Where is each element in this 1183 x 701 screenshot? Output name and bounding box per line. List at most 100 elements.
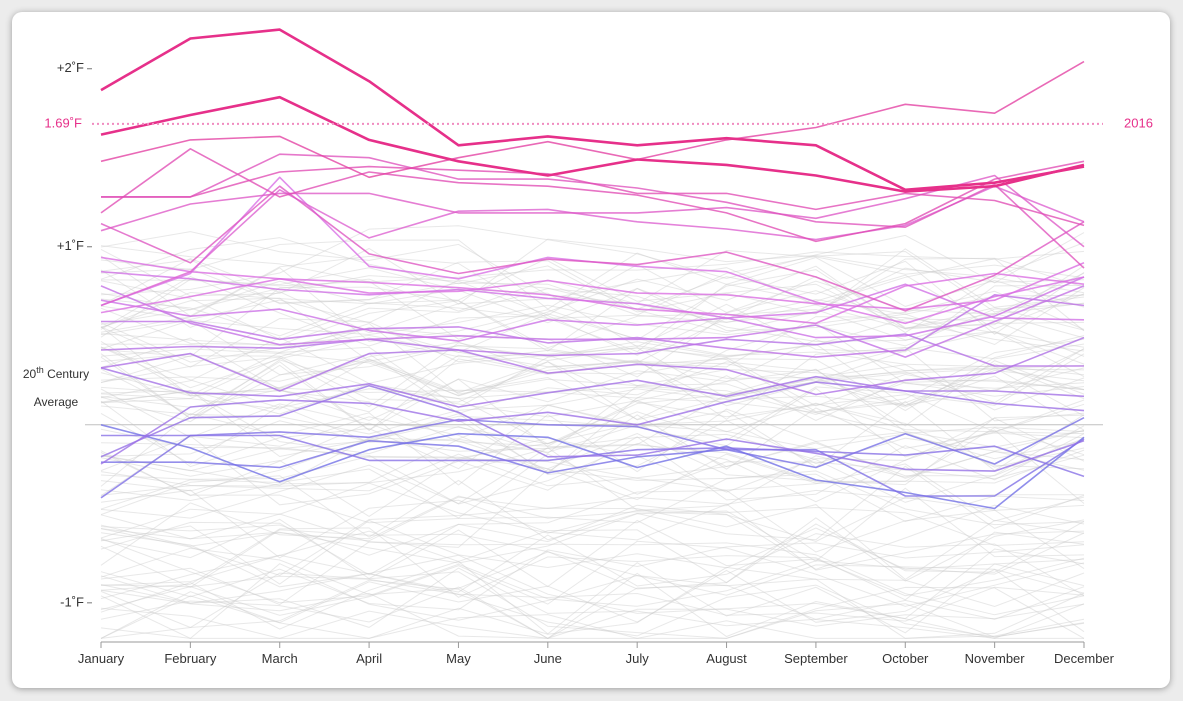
series-line xyxy=(101,165,1085,227)
series-line xyxy=(100,276,1085,342)
series-line xyxy=(101,293,1085,358)
baseline-label-line1: 20th Century xyxy=(23,365,89,381)
grey-year-line xyxy=(100,360,1085,421)
grey-year-line xyxy=(100,571,1085,639)
x-tick-label: April xyxy=(356,651,382,666)
grey-year-line xyxy=(100,554,1085,622)
y-tick-label: +2˚F xyxy=(57,60,84,75)
temperature-chart: January February March April May June July Augu… xyxy=(23,28,1153,666)
grey-year-line xyxy=(100,265,1085,343)
chart-card: January February March April May June July Augu… xyxy=(12,12,1170,688)
grey-year-line xyxy=(100,237,1085,315)
grey-year-line xyxy=(100,563,1085,639)
grey-year-line xyxy=(100,225,1085,296)
grey-year-line xyxy=(100,452,1085,526)
grey-year-line xyxy=(100,520,1085,586)
grey-year-line xyxy=(100,489,1084,559)
grey-year-line xyxy=(100,255,1085,332)
series-line xyxy=(101,416,1085,474)
grey-year-line xyxy=(100,322,1085,399)
grey-year-line xyxy=(100,437,1085,496)
series-line xyxy=(100,285,1085,358)
x-tick-label: June xyxy=(534,651,562,666)
grey-year-line xyxy=(100,245,1085,283)
grey-year-line xyxy=(100,414,1085,486)
grey-year-line xyxy=(100,487,1085,564)
x-tick-label: October xyxy=(882,651,929,666)
axes: January February March April May June July Augu… xyxy=(57,60,1115,666)
grey-year-line xyxy=(100,257,1085,330)
grey-year-line xyxy=(100,239,1085,310)
x-tick-label: March xyxy=(262,651,298,666)
grey-year-line xyxy=(100,457,1085,522)
grey-year-line xyxy=(100,272,1085,343)
grey-year-line xyxy=(100,386,1085,445)
grey-year-line xyxy=(100,568,1085,639)
grey-year-line xyxy=(100,294,1085,364)
series-line xyxy=(100,270,1085,321)
grey-year-line xyxy=(100,322,1085,397)
grey-year-line xyxy=(100,413,1085,476)
grey-year-line xyxy=(100,267,1085,334)
grey-year-line xyxy=(100,341,1085,407)
grey-year-line xyxy=(100,231,1085,305)
x-tick-label: November xyxy=(965,651,1026,666)
grey-year-line xyxy=(100,496,1085,571)
x-tick-label: May xyxy=(446,651,471,666)
grey-year-line xyxy=(100,429,1085,505)
grey-year-line xyxy=(100,258,1085,316)
grey-year-line xyxy=(100,504,1085,576)
series-line xyxy=(100,185,1085,307)
series-line xyxy=(100,336,1085,396)
grey-year-line xyxy=(100,595,1085,639)
series-line xyxy=(100,272,1085,325)
grey-year-line xyxy=(100,375,1085,445)
grey-year-line xyxy=(100,238,1085,305)
grey-year-line xyxy=(100,358,1085,432)
x-tick-label: August xyxy=(706,651,747,666)
grey-year-line xyxy=(100,337,1085,407)
highlight-year-lines xyxy=(100,28,1085,510)
grey-year-line xyxy=(100,567,1085,628)
grey-year-line xyxy=(100,519,1085,585)
grey-year-line xyxy=(100,400,1085,470)
x-tick-label: February xyxy=(164,651,217,666)
x-tick-label: January xyxy=(78,651,125,666)
grey-year-line xyxy=(100,532,1085,607)
grey-year-line xyxy=(100,422,1085,479)
grey-year-line xyxy=(100,453,1085,519)
grey-year-line xyxy=(100,397,1085,474)
series-line xyxy=(100,95,1085,193)
grey-year-line xyxy=(100,575,1085,638)
grey-year-line xyxy=(100,425,1085,503)
grey-year-line xyxy=(100,257,1085,323)
series-line xyxy=(100,381,1085,465)
reference-value-label: 1.69˚F xyxy=(44,115,82,130)
grey-year-line xyxy=(100,482,1085,547)
grey-year-line xyxy=(100,504,1085,581)
reference-series-label: 2016 xyxy=(1124,115,1153,130)
y-tick-label: +1˚F xyxy=(57,238,84,253)
grey-year-line xyxy=(100,572,1084,639)
grey-year-line xyxy=(100,259,1085,334)
series-line xyxy=(100,185,1085,312)
grey-year-line xyxy=(100,265,1085,340)
grey-year-line xyxy=(100,495,1085,570)
series-line xyxy=(100,148,1085,243)
grey-year-line xyxy=(100,267,1085,334)
grey-year-line xyxy=(100,527,1085,601)
y-tick-label: -1˚F xyxy=(60,594,84,609)
series-line xyxy=(100,418,1085,499)
grey-year-line xyxy=(100,386,1085,447)
grey-year-line xyxy=(100,348,1085,397)
grey-year-line xyxy=(100,333,1085,407)
series-line xyxy=(100,367,1085,408)
grey-year-line xyxy=(100,433,1085,506)
grey-year-line xyxy=(100,346,1085,409)
grey-year-line xyxy=(100,313,1085,391)
series-line xyxy=(100,28,1085,192)
grey-year-line xyxy=(100,532,1085,596)
grey-year-line xyxy=(100,290,1085,349)
series-line xyxy=(100,256,1085,310)
grey-year-line xyxy=(100,517,1085,590)
